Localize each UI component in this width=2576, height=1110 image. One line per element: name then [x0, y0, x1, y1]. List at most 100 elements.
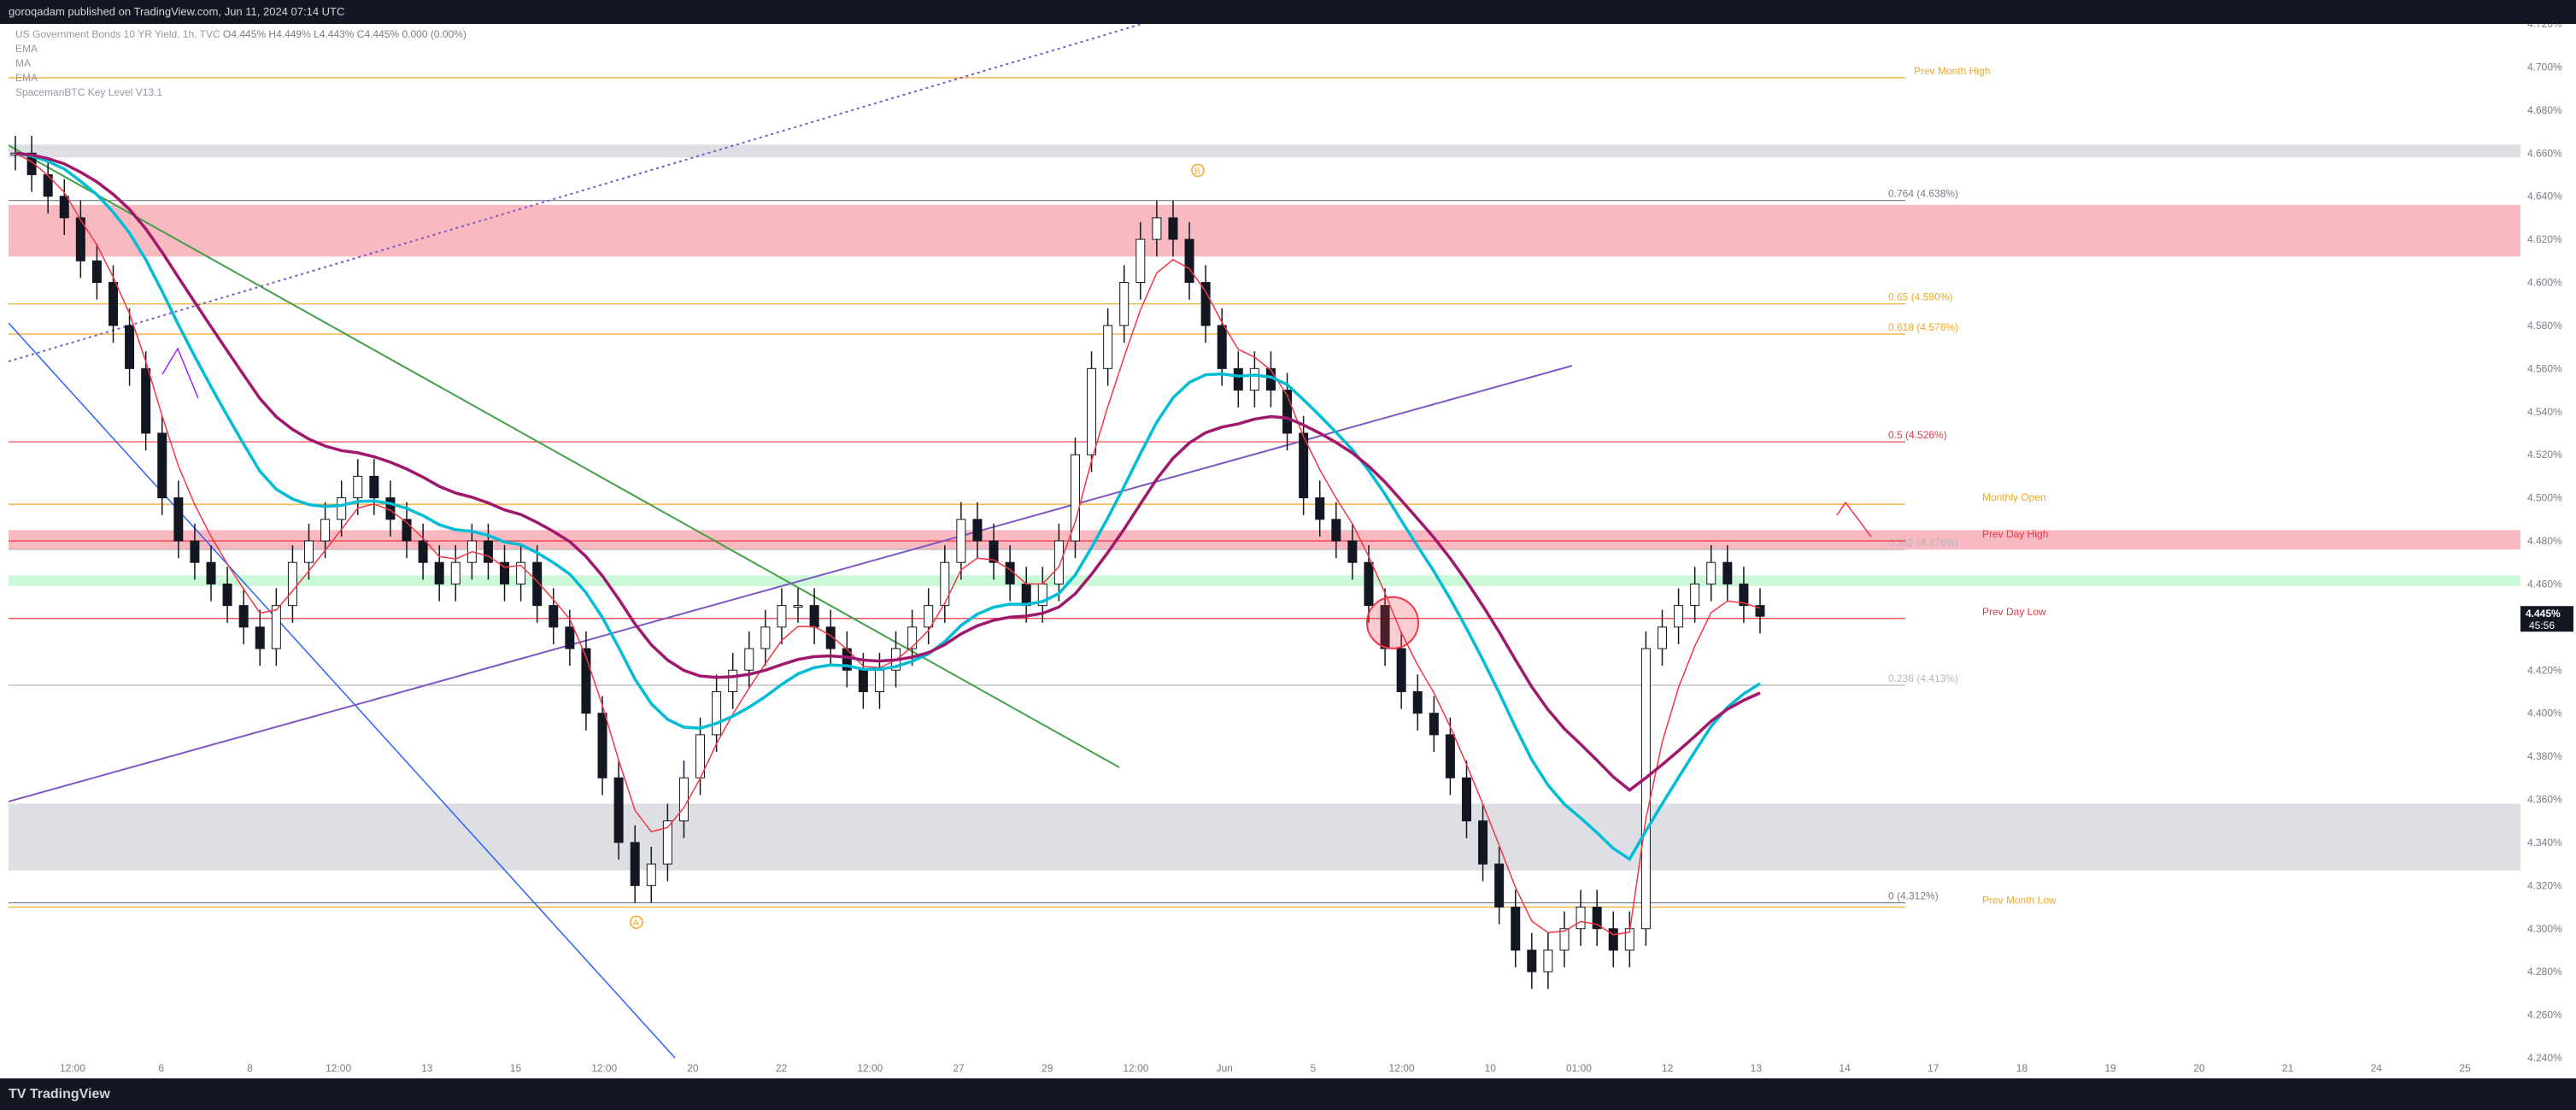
blue-trendline	[8, 322, 676, 1059]
level-label-8: Prev Day Low	[1982, 606, 2046, 618]
y-tick-label-3: 4.660%	[2527, 147, 2562, 159]
candle-body-19	[320, 519, 331, 542]
candle-body-88	[1445, 734, 1455, 778]
marker-b-circle	[1191, 163, 1205, 178]
candle-body-71	[1168, 217, 1178, 240]
y-tick-label-12: 4.480%	[2527, 535, 2562, 547]
candle-body-90	[1478, 820, 1488, 865]
x-tick-label-17: 01:00	[1566, 1062, 1592, 1074]
ema-fast-line	[15, 152, 1761, 936]
level-label-11: Prev Month Low	[1982, 895, 2057, 907]
candle-body-82	[1347, 540, 1358, 563]
candle-body-8	[141, 367, 151, 434]
y-tick-label-4: 4.640%	[2527, 191, 2562, 203]
candle-body-41	[678, 777, 689, 822]
y-tick-label-22: 4.280%	[2527, 966, 2562, 978]
candle-body-43	[712, 690, 722, 736]
candle-body-96	[1576, 907, 1586, 930]
candle-body-106	[1739, 583, 1749, 607]
level-label-7: Prev Day High	[1982, 528, 2048, 540]
candle-body-101	[1657, 626, 1667, 649]
candle-body-25	[418, 540, 428, 563]
x-tick-label-26: 24	[2371, 1062, 2383, 1074]
y-tick-label-19: 4.340%	[2527, 837, 2562, 849]
x-tick-label-25: 21	[2282, 1062, 2294, 1074]
y-tick-label-1: 4.700%	[2527, 61, 2562, 73]
candle-body-104	[1706, 561, 1716, 584]
candle-body-102	[1674, 605, 1684, 628]
zone-2	[9, 530, 2520, 550]
candle-body-47	[777, 605, 787, 628]
highlight-circle	[1366, 596, 1419, 649]
y-tick-label-21: 4.300%	[2527, 923, 2562, 935]
purple-arrow-icon	[161, 347, 199, 399]
ma-slow-line	[15, 151, 1761, 792]
x-tick-label-15: 12:00	[1389, 1062, 1415, 1074]
zone-0	[9, 144, 2520, 158]
y-tick-label-5: 4.620%	[2527, 233, 2562, 245]
x-tick-label-27: 25	[2459, 1062, 2471, 1074]
legend-indicator-ema-1[interactable]: EMA	[15, 43, 38, 55]
candle-body-73	[1200, 282, 1211, 326]
candle-body-4	[75, 217, 85, 261]
chart-area[interactable]: Prev Month High 0.764 (4.638%) 0.65 (4.590…	[8, 15, 2520, 1078]
y-tick-label-16: 4.400%	[2527, 708, 2562, 719]
candle-body-66	[1087, 367, 1097, 455]
candle-body-75	[1233, 367, 1243, 391]
y-tick-label-18: 4.360%	[2527, 794, 2562, 806]
legend-indicator-ma[interactable]: MA	[15, 57, 31, 69]
y-tick-label-23: 4.260%	[2527, 1009, 2562, 1021]
y-tick-label-7: 4.580%	[2527, 320, 2562, 332]
level-label-5: Monthly Open	[1982, 491, 2046, 503]
candle-body-5	[91, 260, 102, 283]
candle-body-58	[956, 519, 966, 563]
price-chart[interactable]: Prev Month High 0.764 (4.638%) 0.65 (4.590…	[8, 15, 2520, 1078]
candle-body-107	[1755, 605, 1765, 617]
level-label-2: 0.65 (4.590%)	[1888, 291, 1952, 303]
x-tick-label-7: 20	[687, 1062, 699, 1074]
green-trendline	[8, 144, 1120, 768]
x-tick-label-13: Jun	[1216, 1062, 1232, 1074]
x-tick-label-24: 20	[2193, 1062, 2205, 1074]
candle-body-45	[744, 648, 754, 671]
candle-body-61	[1005, 561, 1015, 584]
level-label-9: 0.236 (4.413%)	[1888, 672, 1958, 684]
candle-body-68	[1119, 282, 1130, 326]
candle-body-91	[1494, 863, 1505, 908]
y-tick-label-15: 4.420%	[2527, 664, 2562, 676]
marker-a-label: A	[633, 919, 639, 928]
brand-text: TradingView	[29, 1087, 110, 1101]
candle-body-70	[1152, 217, 1162, 240]
x-tick-label-6: 12:00	[591, 1062, 617, 1074]
candle-body-53	[874, 669, 884, 692]
price-axis-svg: 4.720% 4.700% 4.680% 4.660% 4.640% 4.620% 4.60…	[2520, 18, 2573, 1064]
y-tick-label-13: 4.460%	[2527, 578, 2562, 590]
level-label-0: Prev Month High	[1914, 65, 1990, 77]
x-tick-label-18: 12	[1662, 1062, 1674, 1074]
y-tick-label-20: 4.320%	[2527, 879, 2562, 891]
tradingview-logo[interactable]: TV TradingView	[9, 1087, 110, 1102]
marker-a: A	[630, 915, 643, 929]
candle-body-81	[1331, 519, 1341, 542]
legend-indicator-keylevel[interactable]: SpacemanBTC Key Level V13.1	[15, 86, 163, 98]
publish-header: goroqadam published on TradingView.com, …	[0, 0, 2576, 24]
x-tick-label-21: 17	[1928, 1062, 1939, 1074]
candle-body-33	[549, 605, 559, 628]
candle-body-72	[1184, 238, 1194, 283]
zone-3	[9, 575, 2520, 586]
x-tick-label-5: 15	[510, 1062, 522, 1074]
candle-body-14	[238, 605, 249, 628]
candle-body-78	[1282, 390, 1293, 434]
x-tick-label-3: 12:00	[326, 1062, 351, 1074]
marker-b-label: B	[1194, 167, 1200, 176]
candle-body-15	[255, 626, 265, 649]
legend-indicator-ema-2[interactable]: EMA	[15, 72, 38, 84]
candle-body-30	[500, 561, 510, 584]
price-axis[interactable]: 4.720% 4.700% 4.680% 4.660% 4.640% 4.620% 4.60…	[2520, 18, 2576, 1078]
candle-body-39	[646, 863, 656, 886]
y-tick-label-24: 4.240%	[2527, 1052, 2562, 1064]
x-tick-label-2: 8	[247, 1062, 253, 1074]
candle-body-98	[1608, 928, 1618, 951]
candle-body-79	[1299, 432, 1309, 499]
x-tick-label-9: 12:00	[857, 1062, 883, 1074]
